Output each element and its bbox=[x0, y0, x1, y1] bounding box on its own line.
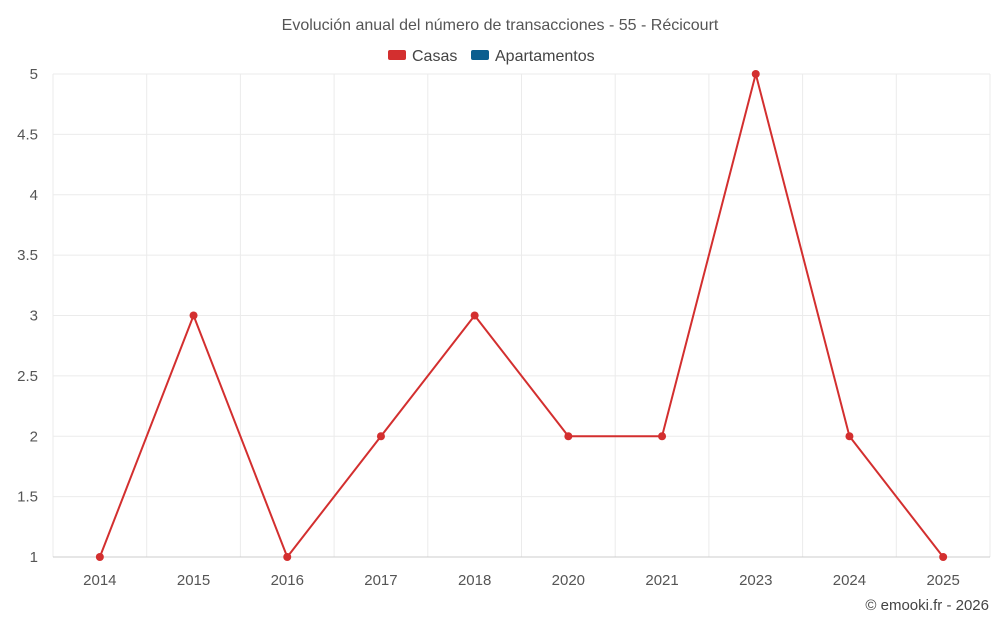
chart-title: Evolución anual del número de transaccio… bbox=[282, 17, 719, 34]
legend-label-casas: Casas bbox=[412, 48, 457, 65]
y-tick-label: 2 bbox=[30, 428, 38, 445]
y-tick-label: 1 bbox=[30, 549, 38, 566]
data-point bbox=[470, 311, 479, 320]
x-tick-label: 2015 bbox=[177, 572, 210, 589]
x-tick-label: 2018 bbox=[458, 572, 491, 589]
data-point bbox=[376, 432, 385, 441]
data-point bbox=[564, 432, 573, 441]
x-tick-label: 2021 bbox=[645, 572, 678, 589]
y-tick-label: 2.5 bbox=[17, 368, 38, 385]
y-tick-label: 3.5 bbox=[17, 247, 38, 264]
legend-item-casas[interactable]: Casas bbox=[388, 48, 457, 65]
grid bbox=[52, 73, 991, 558]
legend: Casas Apartamentos bbox=[388, 48, 595, 65]
data-point bbox=[751, 70, 760, 78]
series-casas bbox=[95, 70, 948, 561]
credit-text: © emooki.fr - 2026 bbox=[865, 597, 989, 614]
series-line-casas bbox=[98, 73, 944, 558]
x-tick-label: 2024 bbox=[833, 572, 866, 589]
x-tick-label: 2016 bbox=[271, 572, 304, 589]
data-point bbox=[939, 553, 948, 561]
y-tick-label: 1.5 bbox=[17, 489, 38, 506]
y-tick-label: 3 bbox=[30, 308, 38, 325]
x-tick-label: 2020 bbox=[552, 572, 585, 589]
y-tick-label: 4.5 bbox=[17, 126, 38, 143]
data-point bbox=[845, 432, 854, 441]
legend-swatch-apartamentos bbox=[471, 50, 489, 60]
data-point bbox=[283, 553, 292, 561]
y-tick-label: 4 bbox=[30, 187, 38, 204]
x-tick-label: 2017 bbox=[364, 572, 397, 589]
legend-item-apartamentos[interactable]: Apartamentos bbox=[471, 48, 595, 65]
data-point bbox=[189, 311, 198, 320]
x-tick-label: 2014 bbox=[83, 572, 116, 589]
data-point bbox=[658, 432, 667, 441]
y-tick-label: 5 bbox=[30, 66, 38, 83]
x-tick-label: 2023 bbox=[739, 572, 772, 589]
legend-swatch-casas bbox=[388, 50, 406, 60]
axes: 1 1.5 2 2.5 3 3.5 4 4.5 5 2014 2015 2016 2017 2018 202… bbox=[17, 66, 990, 589]
legend-label-apartamentos: Apartamentos bbox=[495, 48, 595, 65]
x-tick-label: 2025 bbox=[926, 572, 959, 589]
data-point bbox=[95, 553, 104, 561]
